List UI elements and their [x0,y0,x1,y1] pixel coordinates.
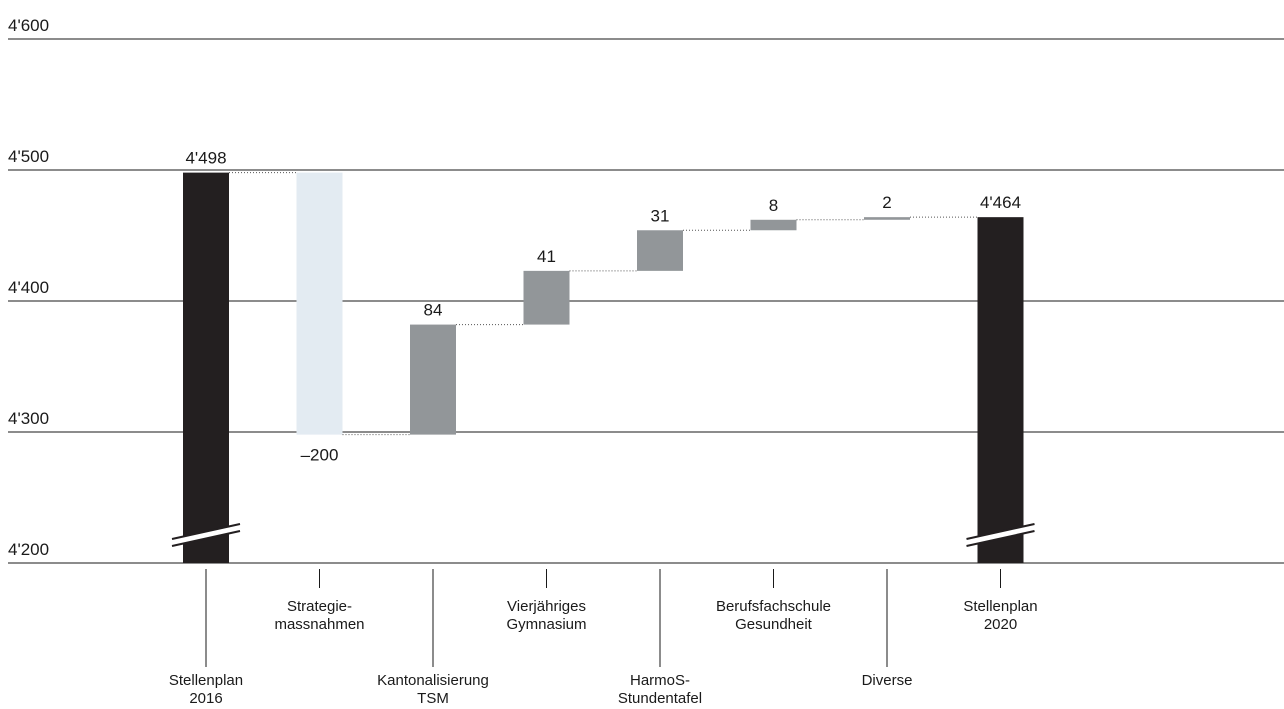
y-tick-label: 4'400 [8,278,49,297]
category-label: TSM [417,690,449,707]
axis-break-line [966,530,1035,547]
bars [183,172,1024,563]
value-labels: 4'498 –200 84 41 31 8 2 4'464 [185,149,1021,465]
category-label: 2016 [189,690,222,707]
bar [637,230,683,271]
category-label: Stellenplan [963,598,1037,615]
axis-break-line [171,523,241,540]
y-tick-label: 4'300 [8,409,49,428]
category-label: Stellenplan [169,672,243,689]
data-label: 2 [882,193,891,212]
category-label: 2020 [984,616,1017,633]
data-label: 31 [651,206,670,225]
category-labels: Stellenplan2016Strategie-massnahmenKanto… [169,598,1038,707]
category-label: HarmoS- [630,672,690,689]
data-label: 84 [424,301,443,320]
category-label: massnahmen [274,616,364,633]
bar [977,217,1024,563]
category-label: Kantonalisierung [377,672,489,689]
category-label: Gymnasium [506,616,586,633]
bar [750,219,797,231]
axis-break-line [171,530,241,547]
axis-break-gap [966,524,1035,546]
category-label: Gesundheit [735,616,813,633]
data-label: –200 [301,446,339,465]
connector-lines [229,172,978,436]
category-leader-lines [205,569,1001,667]
bar [864,217,910,220]
category-label: Stundentafel [618,690,702,707]
y-tick-label: 4'600 [8,16,49,35]
axis-break-line [966,523,1035,540]
y-axis-tick-labels: 4'200 4'300 4'400 4'500 4'600 [8,16,49,559]
category-label: Berufsfachschule [716,598,831,615]
category-label: Diverse [862,672,913,689]
data-label: 41 [537,247,556,266]
data-label: 4'464 [980,193,1021,212]
bar [410,324,456,435]
data-label: 8 [769,196,778,215]
category-label: Strategie- [287,598,352,615]
category-label: Vierjähriges [507,598,586,615]
y-tick-label: 4'500 [8,147,49,166]
data-label: 4'498 [185,149,226,168]
axis-break-marks [171,523,1035,547]
bar [523,270,570,325]
axis-break-gap [172,524,240,546]
bar [296,172,343,435]
y-tick-label: 4'200 [8,540,49,559]
bar [183,172,229,563]
